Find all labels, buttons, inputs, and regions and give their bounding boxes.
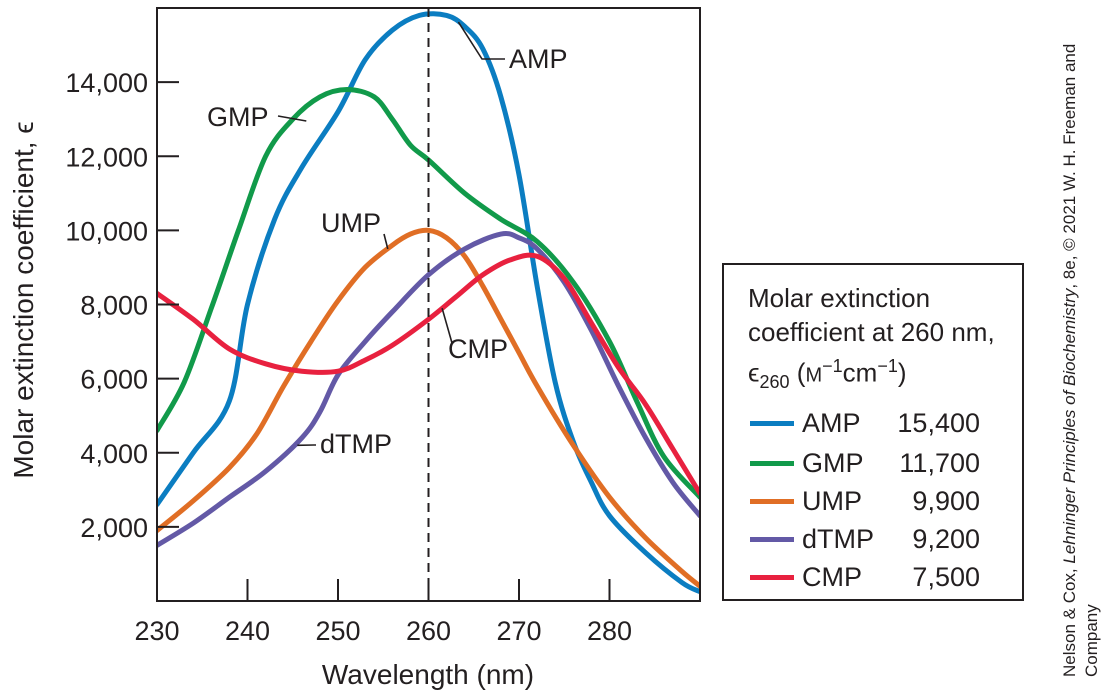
legend-name-ump: UMP: [802, 485, 862, 516]
callout-line-amp: [457, 21, 505, 60]
series-line-gmp: [157, 87, 700, 500]
y-tick-label-8000: 8,000: [80, 291, 148, 321]
series-line-cmp: [157, 252, 700, 496]
x-tick-label-270: 270: [496, 616, 541, 646]
x-tick-label-260: 260: [406, 616, 451, 646]
legend-title: Molar extinction coefficient at 260 nm, …: [748, 281, 1028, 399]
callout-label-ump: UMP: [321, 208, 381, 238]
axis-tick-labels: 230 240 250 260 270 280 2,000 4,000 6,000 8,000 10…: [65, 68, 632, 646]
callout-label-gmp: GMP: [207, 102, 269, 132]
legend-swatch-dtmp: [750, 536, 794, 542]
legend-value-dtmp: 9,200: [912, 523, 980, 554]
legend-unit-cm: cm: [842, 357, 878, 388]
legend-title-line-1: Molar extinction: [748, 283, 931, 313]
axis-ticks: [157, 81, 611, 601]
callout-label-amp: AMP: [509, 44, 568, 74]
legend-unit-subscript: 260: [759, 371, 790, 392]
legend-entry-ump: UMP 9,900: [750, 484, 980, 518]
legend-swatch-gmp: [750, 460, 794, 466]
curve-callouts: AMP GMP UMP CMP dTMP: [207, 21, 568, 459]
legend-value-gmp: 11,700: [899, 447, 980, 478]
copyright-credit: Nelson & Cox, Lehninger Principles of Bi…: [1058, 12, 1104, 682]
y-tick-label-4000: 4,000: [80, 439, 148, 469]
x-tick-label-230: 230: [134, 616, 179, 646]
y-tick-label-2000: 2,000: [80, 513, 148, 543]
legend-name-dtmp: dTMP: [802, 523, 875, 554]
legend-entry-amp: AMP 15,400: [750, 406, 980, 440]
legend-swatch-amp: [750, 420, 794, 426]
legend-entry-dtmp: dTMP 9,200: [750, 522, 980, 556]
x-tick-label-240: 240: [225, 616, 270, 646]
callout-label-dtmp: dTMP: [320, 429, 392, 459]
legend-title-line-3: ϵ260 (M−1cm−1): [748, 349, 1028, 399]
legend: Molar extinction coefficient at 260 nm, …: [722, 263, 1024, 601]
legend-name-cmp: CMP: [802, 561, 862, 592]
callout-label-cmp: CMP: [448, 334, 508, 364]
credit-prefix: Nelson & Cox,: [1060, 563, 1079, 677]
x-tick-label-250: 250: [315, 616, 360, 646]
legend-value-amp: 15,400: [897, 407, 980, 438]
series-line-ump: [157, 227, 700, 589]
legend-unit-symbol: ϵ: [748, 357, 760, 388]
callout-line-cmp: [441, 307, 453, 344]
legend-unit-sup-2: −1: [877, 356, 898, 376]
legend-unit-close: ): [897, 357, 907, 388]
credit-book-title: Lehninger Principles of Biochemistry: [1060, 288, 1079, 564]
x-tick-label-280: 280: [587, 616, 632, 646]
legend-entry-gmp: GMP 11,700: [750, 446, 980, 480]
legend-value-cmp: 7,500: [912, 561, 980, 592]
series-line-dtmp: [157, 231, 700, 548]
y-tick-label-14000: 14,000: [65, 68, 148, 98]
credit-text: Nelson & Cox, Lehninger Principles of Bi…: [1059, 17, 1103, 677]
x-axis-title: Wavelength (nm): [322, 659, 534, 690]
y-axis-title: Molar extinction coefficient, ϵ: [8, 121, 39, 478]
legend-unit-sup-1: −1: [822, 356, 843, 376]
legend-unit-open: (: [789, 357, 806, 388]
legend-title-line-2: coefficient at 260 nm,: [748, 317, 995, 347]
legend-name-gmp: GMP: [802, 447, 864, 478]
legend-value-ump: 9,900: [912, 485, 980, 516]
series-line-amp: [157, 11, 700, 595]
curves-layer: [157, 11, 700, 595]
legend-swatch-ump: [750, 498, 794, 504]
callout-line-gmp: [277, 115, 307, 122]
legend-swatch-cmp: [750, 574, 794, 580]
y-tick-label-12000: 12,000: [65, 142, 148, 172]
legend-entry-cmp: CMP 7,500: [750, 560, 980, 594]
callout-line-ump: [383, 233, 389, 250]
y-tick-label-10000: 10,000: [65, 216, 148, 246]
y-tick-label-6000: 6,000: [80, 365, 148, 395]
legend-name-amp: AMP: [802, 407, 861, 438]
legend-unit-m: M: [805, 364, 823, 387]
